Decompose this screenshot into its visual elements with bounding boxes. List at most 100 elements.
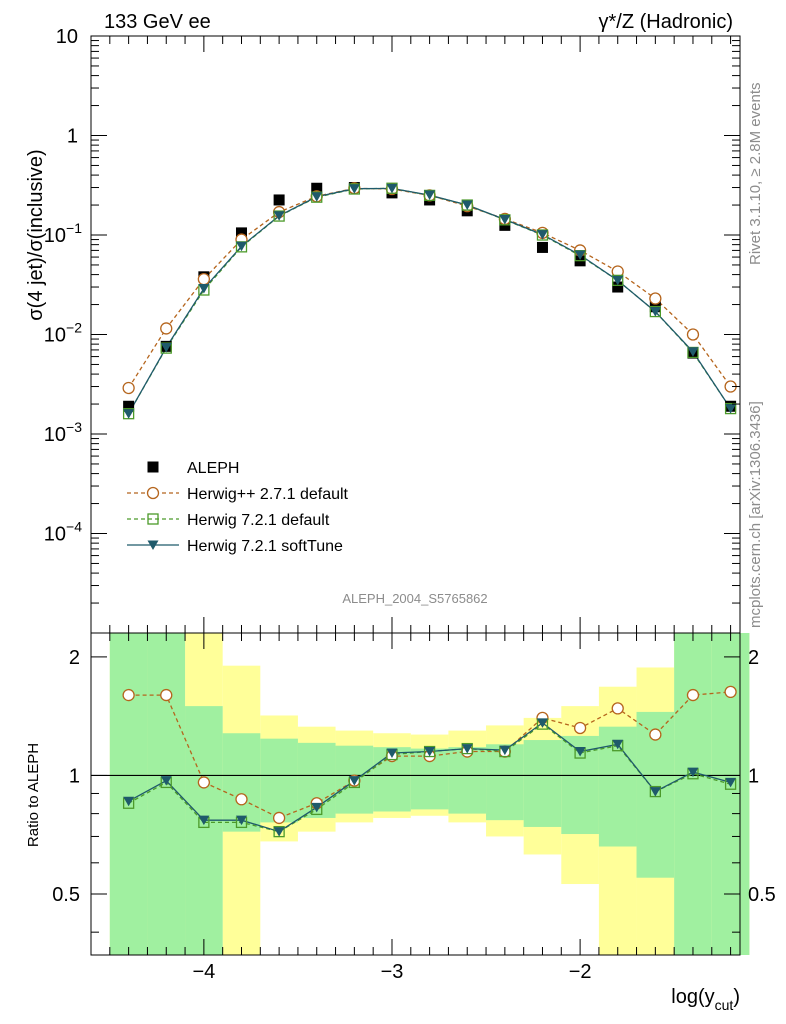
ratio-point-s2-12 [574,747,586,757]
ratio-point-s0-12 [573,721,587,735]
ratio-point-s0-16 [724,685,737,699]
point-s3-0 [123,409,135,419]
y-tick-label: 10−2 [44,320,82,347]
ratio-point-s2-4 [273,827,285,837]
point-s0-11 [536,241,548,253]
point-s3-16 [725,404,737,414]
band-inner-15 [674,633,712,955]
ratio-frame [90,632,741,956]
legend-label-0: ALEPH [187,460,239,477]
ratio-point-s0-2 [197,776,211,789]
x-axis-label: log(ycut) [671,986,740,1013]
ratio-point-s2-15 [687,767,699,778]
point-s3-8 [424,190,436,201]
y-tick-label: 10 [56,26,78,48]
ratio-point-s2-3 [235,815,247,826]
ratio-panel: −4 −3 −2 2 2 1 1 0.5 0.5 [52,632,776,983]
point-s2-0 [122,408,135,420]
header-left: 133 GeV ee [104,11,211,33]
band-inner-3 [222,733,261,832]
ratio-point-s2-8 [424,747,436,757]
main-panel: 10 1 10−1 10−2 10−3 10−4 [44,26,741,634]
y-tick-label: 1 [67,126,78,148]
ratio-point-s0-14 [649,728,662,741]
ratio-point-s2-2 [198,815,210,826]
ratio-point-s0-1 [160,688,173,702]
y-tick-label: 10−4 [44,519,82,546]
point-s3-7 [386,183,398,194]
point-s3-12 [574,250,586,260]
point-s3-4 [273,211,285,221]
point-s3-5 [311,192,323,202]
point-s0-0 [123,400,135,412]
ratio-point-s2-16 [725,777,737,788]
ratio-ylabel: Ratio to ALEPH [25,743,42,847]
ratio-point-s0-13 [611,702,624,715]
ratio-point-s0-4 [272,811,286,825]
legend-label-1: Herwig++ 2.7.1 default [187,486,349,503]
ratio-point-s2-14 [649,787,661,797]
series-line-2 [128,187,732,415]
ratio-point-s2-6 [348,776,360,786]
point-s1-0 [122,381,135,395]
point-s0-3 [235,227,247,239]
ratio-point-s2-0 [123,796,135,807]
legend-marker-0 [147,461,159,473]
legend: ALEPH Herwig++ 2.7.1 default Herwig 7.2.1 … [127,460,349,555]
x-tick-label: −3 [381,961,404,983]
ratio-point-s2-1 [160,776,172,786]
ratio-point-s0-0 [122,688,135,702]
ratio-point-s2-11 [536,718,548,728]
point-s3-14 [649,307,661,317]
ratio-y-tick-label-r: 0.5 [748,884,776,906]
ratio-y-tick-label-l: 2 [69,647,80,669]
point-s1-2 [197,272,211,286]
point-s3-1 [160,343,172,353]
ratio-y-tick-label-l: 1 [69,765,80,787]
point-s3-2 [198,283,210,294]
point-s2-11 [536,229,549,241]
point-s3-9 [461,200,473,211]
band-inner-4 [260,738,298,823]
point-s3-13 [612,275,624,286]
point-s2-10 [499,214,511,226]
point-s2-6 [348,183,361,195]
y-tick-label: 10−3 [44,419,82,446]
point-s2-5 [311,191,323,203]
ratio-y-tick-label-r: 1 [748,765,759,787]
y-tick-label: 10−1 [44,220,82,247]
point-s0-13 [612,281,624,293]
ratio-point-s2-9 [461,744,473,754]
x-tick-label: −2 [569,961,592,983]
point-s3-15 [687,347,699,357]
ratio-y-tick-label-r: 2 [748,647,759,669]
series-line-1 [128,187,732,389]
point-s0-4 [273,194,285,206]
ratio-line-0 [128,691,731,819]
band-inner-11 [523,740,562,827]
point-s0-5 [311,182,323,194]
legend-marker-1 [146,486,160,500]
ratio-point-s2-5 [311,802,323,813]
ratio-y-tick-label-l: 0.5 [52,884,80,906]
header-right: γ*/Z (Hadronic) [599,11,733,33]
ratio-point-s2-10 [499,745,511,756]
ratio-point-s2-7 [386,748,398,759]
legend-label-2: Herwig 7.2.1 default [187,512,330,529]
analysis-label: ALEPH_2004_S5765862 [342,591,487,606]
point-s1-1 [160,322,173,335]
point-s3-11 [536,230,548,240]
band-inner-9 [448,747,487,814]
legend-marker-3 [147,540,159,550]
point-s2-8 [423,189,436,202]
point-s3-6 [348,184,360,194]
point-s1-15 [686,328,700,341]
legend-marker-2 [147,513,159,525]
ratio-point-s0-15 [686,688,700,702]
point-s3-3 [235,241,247,252]
band-inner-2 [185,706,223,955]
point-s2-4 [273,210,285,222]
legend-label-3: Herwig 7.2.1 softTune [187,538,343,555]
series-line-3 [128,187,732,415]
